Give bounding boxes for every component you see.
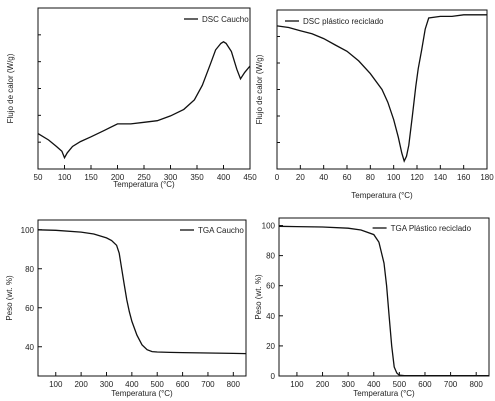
y-tick-label: 20: [266, 342, 275, 351]
x-tick-label: 80: [366, 173, 375, 182]
legend-label: TGA Caucho: [198, 226, 244, 235]
x-tick-label: 700: [201, 380, 215, 389]
x-tick-label: 100: [290, 380, 304, 389]
x-tick-label: 300: [100, 380, 114, 389]
x-tick-label: 180: [480, 173, 494, 182]
chart-tga-plastico: 100 200 300 400 500 600 700 800 0 20 40 60 80 100 Temp…: [254, 217, 490, 398]
x-tick-label: 200: [74, 380, 88, 389]
x-tick-label: 800: [470, 380, 484, 389]
legend: TGA Caucho: [180, 226, 244, 235]
x-tick-label: 600: [176, 380, 190, 389]
x-tick-label: 120: [410, 173, 424, 182]
x-tick-label: 400: [125, 380, 139, 389]
y-tick-label: 80: [266, 252, 275, 261]
x-tick-label: 20: [296, 173, 305, 182]
x-tick-label: 40: [319, 173, 328, 182]
y-axis-label: Peso (wt. %): [254, 274, 263, 320]
y-axis-label: Peso (wt. %): [5, 275, 14, 321]
legend-label: DSC Caucho: [202, 15, 249, 24]
x-tick-label: 0: [275, 173, 280, 182]
x-tick-label: 500: [151, 380, 165, 389]
x-tick-label: 60: [343, 173, 352, 182]
legend-label: TGA Plástico reciclado: [391, 224, 472, 233]
x-axis-label: Temperatura (°C): [111, 389, 173, 398]
x-tick-label: 200: [316, 380, 330, 389]
x-tick-label: 400: [217, 173, 231, 182]
plot-frame: [278, 217, 490, 377]
y-tick-label: 60: [266, 282, 275, 291]
y-tick-label: 80: [25, 265, 34, 274]
y-tick-label: 40: [25, 343, 34, 352]
x-axis-label: Temperatura (°C): [353, 389, 415, 398]
x-tick-label: 100: [58, 173, 72, 182]
x-tick-label: 150: [84, 173, 98, 182]
x-tick-label: 300: [164, 173, 178, 182]
x-tick-label: 300: [341, 380, 355, 389]
legend-label: DSC plástico reciclado: [303, 17, 384, 26]
x-tick-label: 200: [111, 173, 125, 182]
chart-dsc-plastico: 0 20 40 60 80 100 120 140 160 180 Temperatura (°C)…: [255, 9, 494, 200]
series-line: [278, 225, 489, 377]
series-line: [37, 41, 251, 160]
chart-tga-caucho: 100 200 300 400 500 600 700 800 40 60 80 100 Tempera…: [5, 219, 247, 398]
y-tick-label: 0: [271, 372, 276, 381]
x-tick-label: 700: [444, 380, 458, 389]
y-tick-label: 100: [262, 222, 276, 231]
x-axis-label: Temperatura (°C): [113, 180, 175, 189]
x-tick-label: 140: [434, 173, 448, 182]
x-tick-label: 350: [190, 173, 204, 182]
chart-dsc-caucho: 50 100 150 200 250 300 350 400 450 Temperatura (°…: [6, 7, 257, 189]
legend: DSC plástico reciclado: [285, 17, 384, 26]
y-axis-label: Flujo de calor (W/g): [6, 53, 15, 123]
x-tick-label: 500: [393, 380, 407, 389]
x-tick-label: 160: [457, 173, 471, 182]
legend: TGA Plástico reciclado: [372, 224, 472, 233]
legend: DSC Caucho: [184, 15, 249, 24]
plot-frame: [37, 219, 247, 377]
y-axis-label: Flujo de calor (W/g): [255, 54, 264, 124]
y-tick-label: 40: [266, 312, 275, 321]
y-tick-label: 60: [25, 304, 34, 313]
x-axis-label: Temperatura (°C): [351, 191, 413, 200]
y-tick-label: 100: [21, 226, 35, 235]
plot-frame: [37, 7, 251, 170]
series-line: [276, 14, 487, 163]
x-tick-label: 600: [418, 380, 432, 389]
series-line: [37, 229, 247, 355]
x-tick-label: 100: [49, 380, 63, 389]
x-tick-label: 400: [367, 380, 381, 389]
x-tick-label: 250: [137, 173, 151, 182]
x-tick-label: 450: [243, 173, 257, 182]
x-tick-label: 50: [34, 173, 43, 182]
x-tick-label: 100: [387, 173, 401, 182]
x-tick-label: 800: [227, 380, 241, 389]
